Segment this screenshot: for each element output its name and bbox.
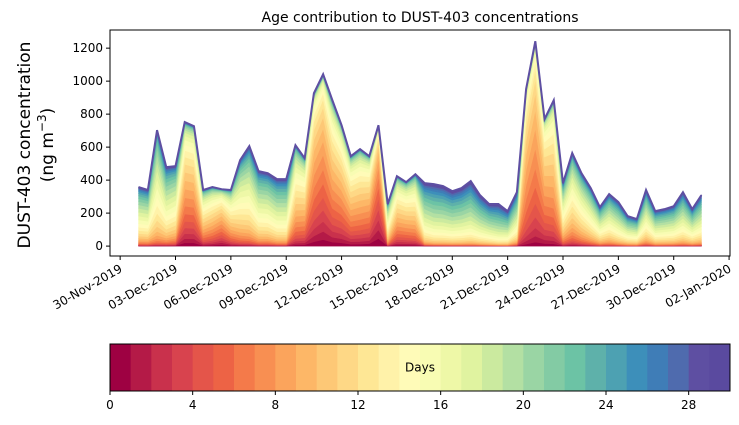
- colorbar-tick-label: 16: [433, 398, 448, 412]
- colorbar: Days 0 4 8 12 16 20 24 28: [106, 343, 731, 412]
- colorbar-swatch-9: [296, 344, 318, 391]
- colorbar-swatch-10: [316, 344, 338, 391]
- stacked-area-layers: [138, 41, 703, 247]
- colorbar-swatch-6: [234, 344, 256, 391]
- y-axis-label-close: ): [38, 108, 58, 115]
- colorbar-swatch-23: [585, 344, 607, 391]
- colorbar-label: Days: [405, 361, 435, 375]
- y-tick-label: 1200: [72, 41, 103, 55]
- colorbar-swatch-15: [420, 344, 442, 391]
- y-axis-label-exponent: −3: [35, 114, 49, 132]
- colorbar-swatch-17: [461, 344, 483, 391]
- colorbar-swatch-20: [523, 344, 545, 391]
- colorbar-swatch-4: [192, 344, 214, 391]
- colorbar-swatch-19: [502, 344, 524, 391]
- colorbar-swatch-21: [544, 344, 566, 391]
- colorbar-ticks: 0 4 8 12 16 20 24 28: [106, 391, 696, 412]
- colorbar-swatch-25: [626, 344, 648, 391]
- total-concentration-outline: [138, 41, 703, 221]
- y-axis-label-units: (ng m: [38, 132, 58, 182]
- plot-axes-frame: [109, 29, 731, 257]
- colorbar-swatch-13: [378, 344, 400, 391]
- y-tick-label: 200: [80, 206, 103, 220]
- chart-title: Age contribution to DUST-403 concentrati…: [262, 10, 579, 26]
- colorbar-swatch-5: [213, 344, 235, 391]
- colorbar-swatch-2: [151, 344, 173, 391]
- colorbar-swatch-14: [399, 344, 421, 391]
- colorbar-swatch-18: [482, 344, 504, 391]
- colorbar-swatch-12: [358, 344, 380, 391]
- x-axis: 30-Nov-201903-Dec-201906-Dec-201909-Dec-…: [50, 256, 734, 312]
- colorbar-swatches: [110, 344, 731, 391]
- colorbar-tick-label: 20: [516, 398, 531, 412]
- colorbar-swatch-8: [275, 344, 297, 391]
- colorbar-swatch-29: [709, 344, 731, 391]
- y-axis-label-line2: (ng m−3): [35, 108, 58, 183]
- colorbar-swatch-22: [564, 344, 586, 391]
- colorbar-swatch-11: [337, 344, 359, 391]
- y-tick-label: 1000: [72, 74, 103, 88]
- colorbar-swatch-24: [606, 344, 628, 391]
- colorbar-swatch-27: [668, 344, 690, 391]
- colorbar-swatch-3: [172, 344, 194, 391]
- colorbar-frame: [109, 343, 731, 392]
- y-tick-label: 0: [95, 239, 103, 253]
- colorbar-tick-label: 8: [272, 398, 280, 412]
- colorbar-tick-label: 4: [189, 398, 197, 412]
- y-tick-label: 800: [80, 107, 103, 121]
- colorbar-tick-label: 0: [106, 398, 114, 412]
- colorbar-swatch-7: [254, 344, 276, 391]
- colorbar-tick-label: 24: [598, 398, 613, 412]
- y-axis: 0 200 400 600 800 1000 1200: [72, 41, 110, 253]
- y-tick-label: 600: [80, 140, 103, 154]
- colorbar-swatch-16: [440, 344, 462, 391]
- colorbar-swatch-1: [130, 344, 152, 391]
- y-tick-label: 400: [80, 173, 103, 187]
- colorbar-tick-label: 28: [681, 398, 696, 412]
- colorbar-swatch-28: [688, 344, 710, 391]
- colorbar-swatch-26: [647, 344, 669, 391]
- y-axis-label: DUST-403 concentration (ng m−3): [15, 42, 58, 249]
- colorbar-swatch-0: [110, 344, 132, 391]
- y-axis-label-line1: DUST-403 concentration: [15, 42, 35, 249]
- colorbar-tick-label: 12: [350, 398, 365, 412]
